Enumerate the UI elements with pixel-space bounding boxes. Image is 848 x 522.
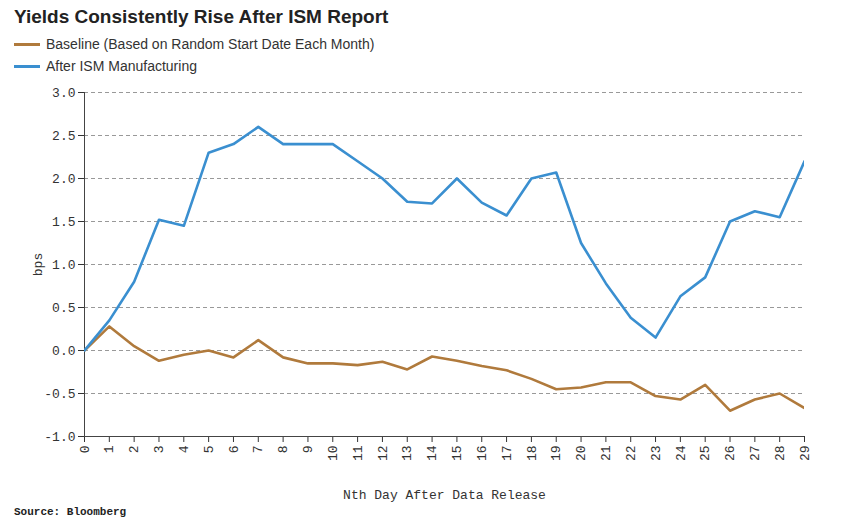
- svg-text:18: 18: [525, 446, 540, 462]
- svg-text:3.0: 3.0: [52, 86, 75, 101]
- svg-text:1.0: 1.0: [52, 258, 75, 273]
- svg-text:20: 20: [574, 446, 589, 462]
- svg-text:0.5: 0.5: [52, 301, 75, 316]
- svg-text:2.5: 2.5: [52, 129, 75, 144]
- svg-text:15: 15: [450, 446, 465, 462]
- svg-text:Nth Day After Data Release: Nth Day After Data Release: [343, 488, 546, 503]
- html-text:Baseline (Based on Random Star: Baseline (Based on Random Start Date Eac…: [46, 36, 375, 52]
- svg-text:28: 28: [773, 446, 788, 462]
- svg-text:16: 16: [475, 446, 490, 462]
- svg-text:4: 4: [177, 445, 192, 453]
- svg-text:11: 11: [351, 445, 366, 461]
- svg-text:0: 0: [78, 446, 93, 454]
- svg-text:14: 14: [425, 445, 440, 461]
- svg-text:19: 19: [549, 446, 564, 462]
- svg-text:6: 6: [227, 446, 242, 454]
- html-text:After ISM Manufacturing: After ISM Manufacturing: [46, 58, 197, 74]
- svg-text:2.0: 2.0: [52, 172, 75, 187]
- svg-text:24: 24: [674, 445, 689, 461]
- svg-text:7: 7: [251, 446, 266, 454]
- svg-text:1: 1: [102, 445, 117, 453]
- svg-text:13: 13: [400, 446, 415, 462]
- svg-text:0.0: 0.0: [52, 344, 75, 359]
- svg-text:29: 29: [798, 446, 813, 462]
- svg-text:1.5: 1.5: [52, 215, 75, 230]
- html-text:Yields Consistently Rise After: Yields Consistently Rise After ISM Repor…: [14, 6, 389, 27]
- svg-text:22: 22: [624, 446, 639, 462]
- svg-text:-1.0: -1.0: [44, 430, 75, 445]
- svg-text:26: 26: [723, 446, 738, 462]
- svg-text:-0.5: -0.5: [44, 387, 75, 402]
- svg-text:5: 5: [202, 446, 217, 454]
- svg-text:27: 27: [748, 446, 763, 462]
- html-text:Source: Bloomberg: Source: Bloomberg: [14, 506, 127, 518]
- svg-text:9: 9: [301, 446, 316, 454]
- svg-text:3: 3: [152, 446, 167, 454]
- svg-text:25: 25: [698, 446, 713, 462]
- svg-text:10: 10: [326, 446, 341, 462]
- svg-text:8: 8: [276, 446, 291, 454]
- svg-text:2: 2: [127, 446, 142, 454]
- svg-text:bps: bps: [31, 253, 46, 276]
- svg-text:23: 23: [649, 446, 664, 462]
- svg-text:12: 12: [376, 446, 391, 462]
- svg-text:17: 17: [500, 446, 515, 462]
- svg-text:21: 21: [599, 445, 614, 461]
